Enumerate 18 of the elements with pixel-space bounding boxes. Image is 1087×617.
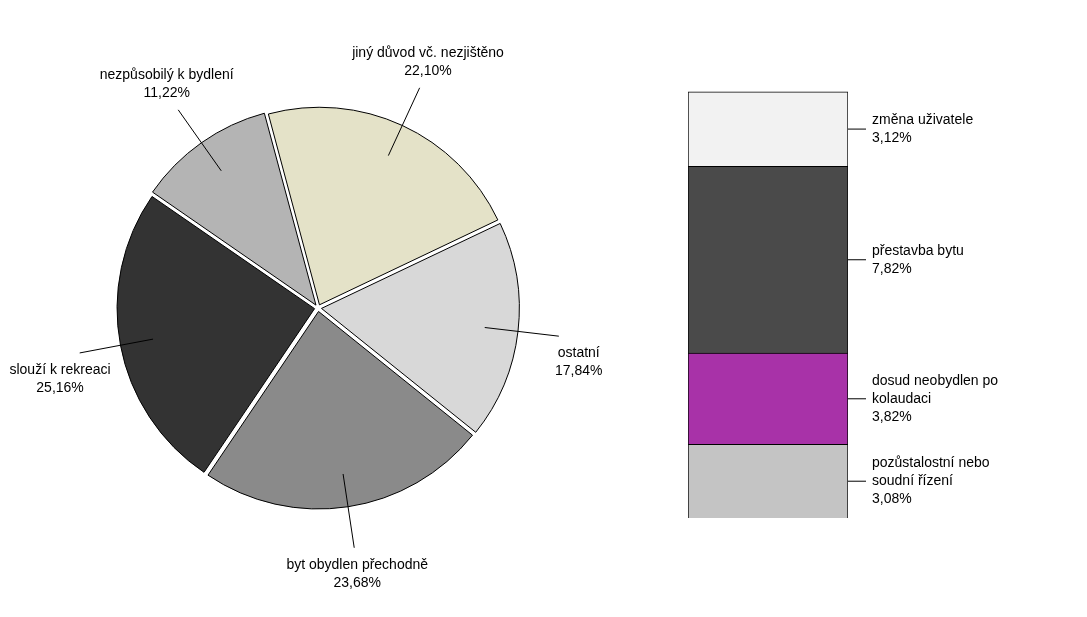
data-label: 25,16% xyxy=(36,378,84,395)
data-label: 7,82% xyxy=(872,259,912,276)
data-label: 22,10% xyxy=(404,61,452,78)
data-label: 3,12% xyxy=(872,128,912,145)
data-label: 3,82% xyxy=(872,407,912,424)
data-label: 11,22% xyxy=(143,83,190,100)
slice-label: jiný důvod vč. nezjištěno xyxy=(351,43,505,60)
series-label: dosud neobydlen po kolaudaci xyxy=(872,371,999,406)
series-label: změna uživatele xyxy=(872,110,974,127)
data-label: 17,84% xyxy=(554,362,603,379)
series-label: přestavba bytu xyxy=(872,241,964,258)
data-label: 23,68% xyxy=(333,573,381,590)
slice-label: slouží k rekreaci xyxy=(9,360,111,377)
data-label: 3,08% xyxy=(872,490,912,507)
slice-label: nezpůsobilý k bydlení xyxy=(99,65,234,82)
series-label: pozůstalostní nebo soudní řízení xyxy=(872,454,990,489)
slice-label: ostatní xyxy=(557,344,600,361)
slice-label: byt obydlen přechodně xyxy=(286,555,429,572)
